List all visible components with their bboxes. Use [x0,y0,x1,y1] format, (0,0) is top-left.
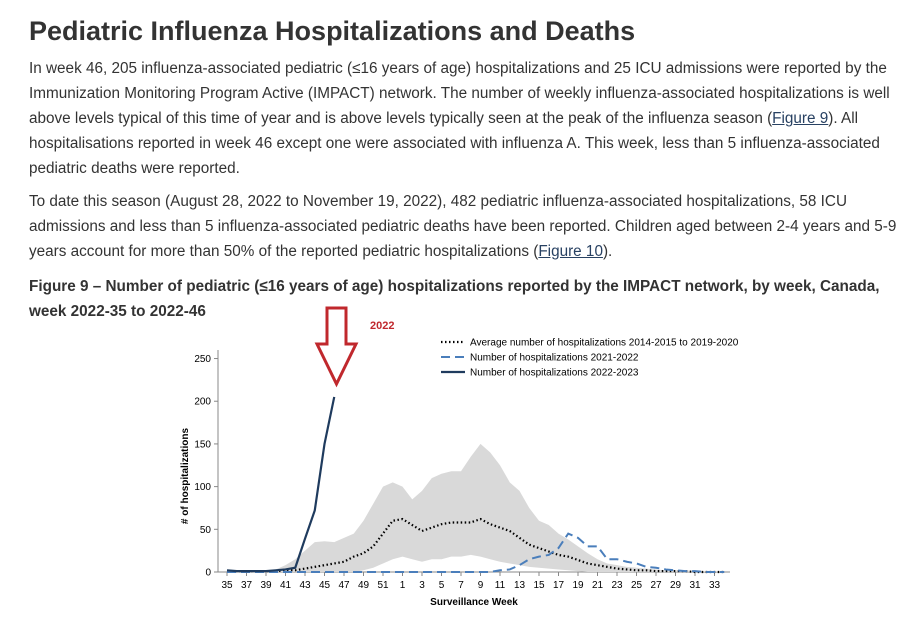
x-tick-label: 5 [439,580,445,591]
y-axis-label: # of hospitalizations [180,428,191,525]
x-tick-label: 11 [495,580,506,591]
range-band [227,443,725,572]
x-tick-label: 37 [241,580,253,591]
x-tick-label: 45 [319,580,331,591]
x-tick-label: 3 [419,580,425,591]
x-tick-label: 9 [478,580,484,591]
text: To date this season (August 28, 2022 to … [29,193,897,260]
annotation: 2022 [370,320,394,332]
x-tick-label: 15 [533,580,545,591]
link[interactable]: Figure 10 [538,243,603,260]
series-line [227,532,725,573]
legend-label: Average number of hospitalizations 2014-… [470,338,739,349]
page-title: Pediatric Influenza Hospitalizations and… [29,16,636,46]
y-tick-label: 150 [194,439,211,450]
x-tick-label: 29 [670,580,682,591]
x-tick-label: 21 [592,580,604,591]
x-tick-label: 31 [689,580,701,591]
figure-caption: Figure 9 – Number of pediatric (≤16 year… [29,278,880,320]
y-tick-label: 200 [194,397,211,408]
x-tick-label: 25 [631,580,643,591]
paragraph: In week 46, 205 influenza-associated ped… [29,56,899,181]
legend-label: Number of hospitalizations 2022-2023 [470,368,639,379]
x-tick-label: 27 [650,580,662,591]
x-tick-label: 39 [260,580,272,591]
link[interactable]: Figure 9 [772,110,829,127]
text: In week 46, 205 influenza-associated ped… [29,60,890,127]
x-tick-label: 33 [709,580,721,591]
x-tick-label: 7 [458,580,464,591]
x-tick-label: 13 [514,580,526,591]
x-tick-label: 49 [358,580,370,591]
series-line [226,396,336,573]
y-tick-label: 250 [194,354,211,365]
x-axis-label: Surveillance Week [430,597,518,608]
y-tick-label: 50 [200,525,212,536]
text: ). [602,243,613,260]
x-tick-label: 19 [572,580,584,591]
document: Pediatric Influenza Hospitalizations and… [29,14,899,324]
x-tick-label: 51 [377,580,389,591]
y-tick-label: 0 [205,568,211,579]
x-tick-label: 47 [338,580,350,591]
paragraph: To date this season (August 28, 2022 to … [29,189,899,264]
x-tick-label: 17 [553,580,565,591]
x-tick-label: 23 [611,580,623,591]
x-tick-label: 1 [400,580,406,591]
text: ). All hospitalisations reported in week… [29,110,880,177]
x-tick-label: 35 [221,580,233,591]
y-tick-label: 100 [194,482,211,493]
arrow [314,306,359,388]
legend-label: Number of hospitalizations 2021-2022 [470,353,639,364]
x-tick-label: 41 [280,580,292,591]
x-tick-label: 43 [299,580,311,591]
